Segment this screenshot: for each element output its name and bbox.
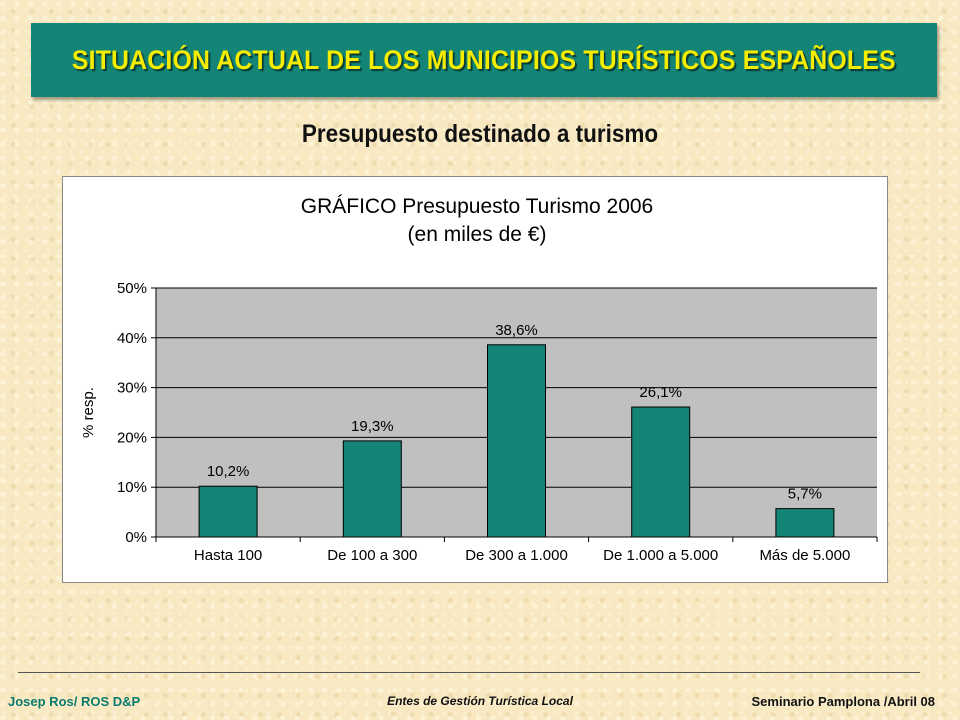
data-label: 26,1% (639, 384, 682, 401)
data-label: 38,6% (495, 322, 538, 339)
data-label: 10,2% (207, 463, 250, 480)
y-tick-label: 0% (125, 529, 147, 546)
data-labels: 10,2% 19,3% 38,6% 26,1% 5,7% (207, 322, 822, 503)
x-tick-label: Más de 5.000 (759, 547, 850, 564)
x-tick-label: De 100 a 300 (327, 547, 417, 564)
footer-event: Seminario Pamplona /Abril 08 (751, 694, 936, 709)
bar (198, 485, 258, 538)
y-tick-labels: 0% 10% 20% 30% 40% 50% (117, 280, 147, 546)
data-label: 5,7% (788, 486, 822, 503)
bar (487, 344, 546, 538)
bar (775, 508, 835, 538)
x-tick-label: Hasta 100 (194, 547, 262, 564)
y-axis-label: % resp. (80, 387, 97, 438)
bar (342, 440, 402, 538)
y-tick-label: 10% (117, 479, 147, 496)
footer-author: Josep Ros/ ROS D&P (8, 694, 141, 709)
slide-title: SITUACIÓN ACTUAL DE LOS MUNICIPIOS TURÍS… (72, 44, 896, 75)
y-tick-label: 30% (117, 380, 147, 397)
x-tick-label: De 300 a 1.000 (465, 547, 568, 564)
footer-divider (18, 672, 920, 673)
chart-subtitle: (en miles de €) (408, 223, 547, 246)
data-label: 19,3% (351, 418, 394, 435)
y-tick-label: 20% (117, 429, 147, 446)
chart-title: GRÁFICO Presupuesto Turismo 2006 (301, 195, 653, 218)
chart-container: GRÁFICO Presupuesto Turismo 2006 (en mil… (62, 176, 888, 583)
title-banner: SITUACIÓN ACTUAL DE LOS MUNICIPIOS TURÍS… (31, 23, 937, 97)
footer-center-text: Entes de Gestión Turística Local (387, 694, 573, 708)
y-tick-label: 50% (117, 280, 147, 297)
bars (198, 344, 835, 538)
slide-subtitle: Presupuesto destinado a turismo (301, 120, 659, 148)
axes (151, 287, 878, 542)
bar-chart: GRÁFICO Presupuesto Turismo 2006 (en mil… (80, 195, 878, 564)
y-tick-label: 40% (117, 330, 147, 347)
x-tick-label: De 1.000 a 5.000 (603, 547, 718, 564)
x-tick-labels: Hasta 100 De 100 a 300 De 300 a 1.000 De 1.… (194, 547, 850, 564)
bar (631, 406, 691, 538)
